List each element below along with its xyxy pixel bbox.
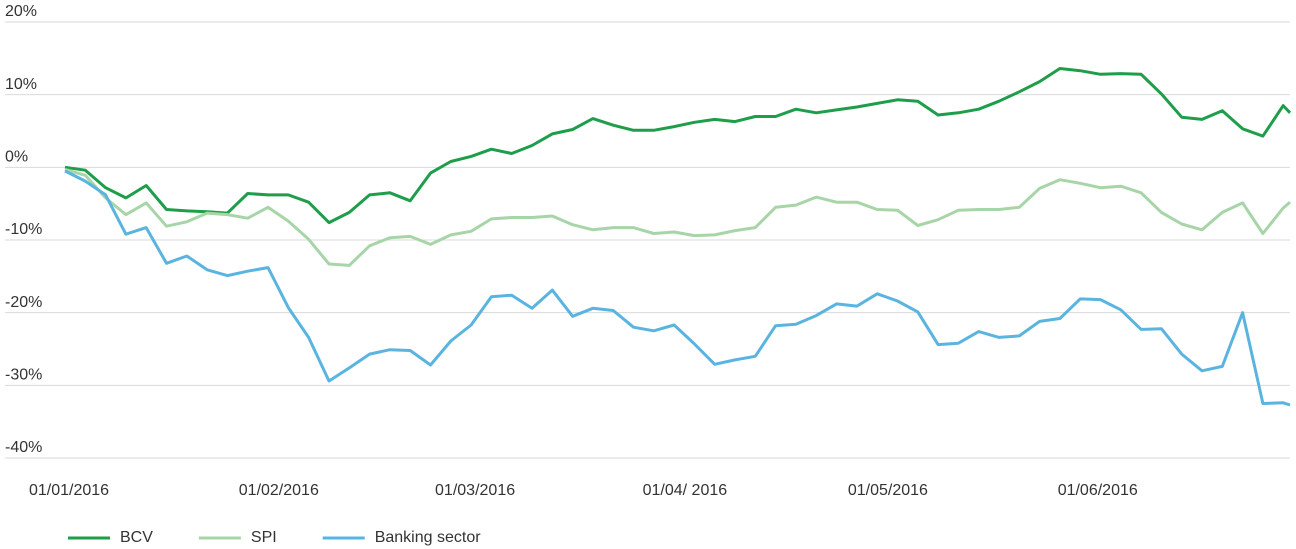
x-tick-label: 01/03/2016 [435, 482, 515, 499]
legend-label: Banking sector [375, 529, 482, 546]
legend-label: BCV [120, 529, 153, 546]
x-tick-label: 01/04/ 2016 [643, 482, 728, 499]
x-tick-label: 01/01/2016 [29, 482, 109, 499]
series-line [64, 168, 1291, 267]
y-tick-label: 0% [5, 149, 28, 166]
legend-label: SPI [251, 529, 277, 546]
x-tick-label: 01/02/2016 [239, 482, 319, 499]
y-tick-label: 10% [5, 76, 37, 93]
y-tick-label: -20% [5, 294, 42, 311]
y-tick-label: -40% [5, 439, 42, 456]
y-tick-label: 20% [5, 3, 37, 20]
series-line [64, 67, 1292, 225]
y-tick-label: -30% [5, 367, 42, 384]
series-line [64, 169, 1291, 407]
y-tick-label: -10% [5, 221, 42, 238]
x-tick-label: 01/05/2016 [848, 482, 928, 499]
x-tick-label: 01/06/2016 [1058, 482, 1138, 499]
